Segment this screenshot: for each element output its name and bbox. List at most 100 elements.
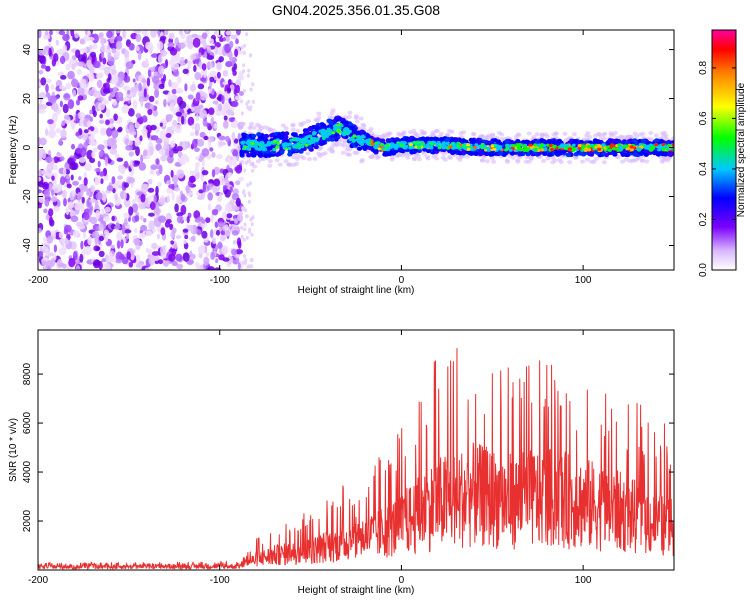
heatmap-noise-cell xyxy=(140,224,148,232)
heatmap-ridge-core xyxy=(466,143,471,147)
heatmap-noise-cell xyxy=(225,35,230,43)
heatmap-noise-cell xyxy=(122,30,127,39)
heatmap-noise-cell xyxy=(171,248,177,256)
heatmap-noise-cell xyxy=(116,231,122,241)
heatmap-ridge-halo xyxy=(330,108,336,113)
heatmap-noise-cell xyxy=(222,69,229,77)
heatmap-ridge-core xyxy=(287,146,292,150)
heatmap-noise-cell xyxy=(131,199,136,205)
heatmap-noise-cell xyxy=(45,156,53,163)
heatmap-noise-cell xyxy=(243,43,247,48)
heatmap-noise-cell xyxy=(232,70,237,76)
heatmap-ridge-cell xyxy=(452,137,458,142)
heatmap-noise-cell xyxy=(94,176,101,184)
heatmap-noise-cell xyxy=(91,151,96,159)
heatmap-ridge-halo xyxy=(359,159,365,164)
heatmap-ridge-halo xyxy=(597,134,603,138)
heatmap-noise-cell xyxy=(45,78,52,84)
heatmap-noise-cell xyxy=(123,229,132,234)
heatmap-noise-cell xyxy=(137,240,143,246)
heatmap-noise-cell xyxy=(52,102,59,113)
heatmap-noise-cell xyxy=(108,118,115,125)
heatmap-ridge-halo xyxy=(400,131,406,136)
heatmap-noise-cell xyxy=(176,87,183,94)
heatmap-noise-cell xyxy=(62,103,69,114)
heatmap-noise-cell xyxy=(150,135,159,141)
heatmap-noise-cell xyxy=(235,164,243,174)
heatmap-noise-cell xyxy=(217,103,223,112)
heatmap-noise-cell xyxy=(94,168,101,172)
heatmap-noise-cell xyxy=(226,255,234,265)
heatmap-noise-cell xyxy=(195,161,200,168)
heatmap-ridge-cell xyxy=(468,151,474,156)
heatmap-noise-cell xyxy=(203,256,210,266)
heatmap-noise-cell xyxy=(188,175,196,183)
heatmap-noise-cell xyxy=(196,171,200,179)
heatmap-noise-cell xyxy=(62,167,67,176)
heatmap-noise-cell xyxy=(140,193,146,203)
heatmap-noise-cell xyxy=(113,74,119,84)
heatmap-noise-cell xyxy=(231,100,239,108)
heatmap-noise-cell xyxy=(139,215,144,221)
heatmap-ridge-halo xyxy=(663,133,669,138)
heatmap-noise-cell xyxy=(98,235,104,242)
heatmap-ridge-halo xyxy=(638,132,643,137)
heatmap-noise-cell xyxy=(105,233,109,243)
heatmap-noise-cell xyxy=(232,162,238,167)
heatmap-ridge-cell xyxy=(476,139,482,144)
heatmap-noise-cell xyxy=(60,129,67,139)
heatmap-noise-cell xyxy=(205,217,211,224)
heatmap-noise-cell xyxy=(202,40,207,50)
heatmap-noise-cell xyxy=(38,137,41,147)
heatmap-ridge-halo xyxy=(585,131,591,136)
heatmap-noise-cell xyxy=(66,183,72,189)
heatmap-noise-cell xyxy=(51,196,58,203)
heatmap-noise-cell xyxy=(146,77,151,87)
heatmap-ridge-halo xyxy=(274,158,280,163)
heatmap-ridge-cell xyxy=(351,128,357,133)
heatmap-noise-cell xyxy=(134,227,138,234)
heatmap-noise-cell xyxy=(216,62,222,70)
colorbar xyxy=(711,29,737,271)
heatmap-noise-cell xyxy=(86,149,94,160)
heatmap-ridge-halo xyxy=(658,155,664,160)
heatmap-ridge-halo xyxy=(592,133,598,138)
heatmap-noise-cell xyxy=(183,239,187,245)
heatmap-noise-cell xyxy=(190,53,197,61)
heatmap-noise-cell xyxy=(250,264,254,269)
heatmap-noise-cell xyxy=(180,193,186,202)
heatmap-ridge-halo xyxy=(305,119,311,123)
heatmap-noise-cell xyxy=(116,240,121,249)
heatmap-noise-cell xyxy=(155,203,159,213)
heatmap-noise-cell xyxy=(92,231,100,239)
snr-xlabel: Height of straight line (km) xyxy=(298,585,415,596)
heatmap-noise-cell xyxy=(215,154,223,159)
heatmap-noise-cell xyxy=(241,206,245,211)
heatmap-noise-cell xyxy=(45,246,49,257)
heatmap-noise-cell xyxy=(72,230,80,238)
heatmap-noise-cell xyxy=(89,198,97,204)
heatmap-noise-cell xyxy=(59,55,66,65)
heatmap-noise-cell xyxy=(159,122,163,127)
heatmap-noise-cell xyxy=(208,38,215,45)
heatmap-noise-cell xyxy=(215,258,219,264)
heatmap-noise-cell xyxy=(219,37,224,42)
heatmap-ridge-halo xyxy=(314,118,320,123)
heatmap-noise-cell xyxy=(141,30,147,36)
heatmap-noise-cell xyxy=(65,174,70,180)
heatmap-ridge-core xyxy=(250,141,255,145)
heatmap-noise-cell xyxy=(201,32,208,39)
heatmap-ridge-cell xyxy=(246,153,252,158)
heatmap-noise-cell xyxy=(226,87,232,94)
heatmap-noise-cell xyxy=(115,40,123,50)
heatmap-noise-cell xyxy=(38,151,43,160)
heatmap-noise-cell xyxy=(186,216,190,224)
heatmap-noise-cell xyxy=(47,119,54,125)
heatmap-ridge-core xyxy=(370,142,375,146)
heatmap-noise-cell xyxy=(46,252,55,257)
heatmap-noise-cell xyxy=(176,263,184,270)
heatmap-noise-cell xyxy=(101,52,105,59)
heatmap-ridge-halo xyxy=(346,115,352,119)
heatmap-noise-cell xyxy=(228,40,234,49)
